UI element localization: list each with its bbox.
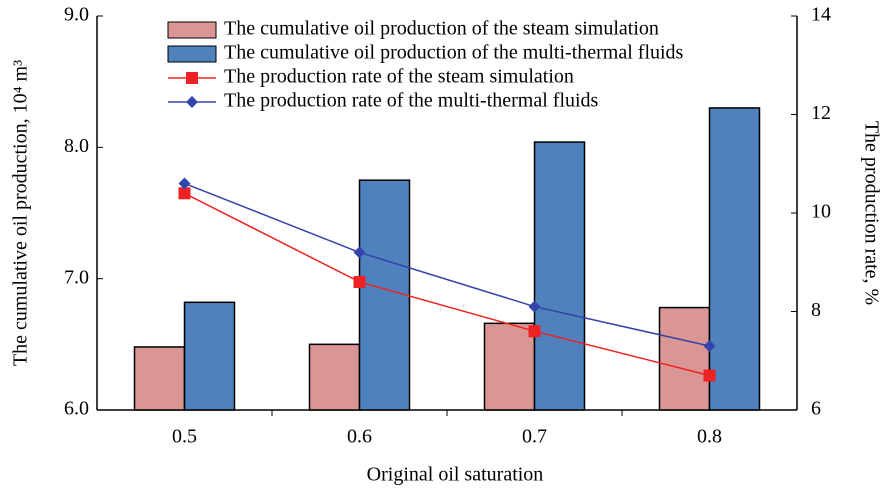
legend-label: The cumulative oil production of the mul… bbox=[224, 42, 684, 64]
y2-tick-label: 8 bbox=[811, 299, 821, 321]
marker bbox=[703, 339, 716, 352]
bar bbox=[658, 306, 711, 411]
x-tick-label: 0.5 bbox=[172, 426, 197, 448]
x-axis-label: Original oil saturation bbox=[367, 464, 544, 486]
legend-swatch bbox=[167, 21, 217, 39]
y2-tick-label: 6 bbox=[811, 398, 821, 420]
marker bbox=[178, 187, 191, 200]
bar bbox=[133, 346, 186, 411]
marker bbox=[528, 325, 541, 338]
x-tick-label: 0.7 bbox=[522, 426, 547, 448]
legend-swatch bbox=[167, 45, 217, 63]
legend-label: The production rate of the steam simulat… bbox=[224, 66, 574, 88]
y-tick-label: 8.0 bbox=[64, 135, 89, 157]
bar bbox=[183, 301, 236, 411]
bar bbox=[308, 343, 361, 411]
marker bbox=[528, 300, 541, 313]
y-tick-label: 9.0 bbox=[64, 4, 89, 26]
y-tick-label: 7.0 bbox=[64, 266, 89, 288]
y2-axis-label: The production rate, % bbox=[860, 121, 882, 305]
y2-tick-label: 10 bbox=[811, 201, 831, 223]
legend-label: The production rate of the multi-thermal… bbox=[224, 90, 599, 112]
marker bbox=[353, 275, 366, 288]
marker bbox=[178, 177, 191, 190]
marker bbox=[353, 246, 366, 259]
line bbox=[184, 192, 710, 377]
bar bbox=[483, 322, 536, 411]
y-axis-label: The cumulative oil production, 10⁴ m³ bbox=[10, 60, 32, 366]
y2-tick-label: 12 bbox=[811, 102, 831, 124]
marker bbox=[703, 369, 716, 382]
bar bbox=[533, 141, 586, 411]
x-tick-label: 0.8 bbox=[697, 426, 722, 448]
bar bbox=[358, 179, 411, 411]
y2-tick-label: 14 bbox=[811, 4, 831, 26]
legend-label: The cumulative oil production of the ste… bbox=[224, 18, 659, 40]
legend-marker bbox=[186, 96, 198, 108]
legend-marker bbox=[186, 72, 198, 84]
line bbox=[184, 182, 710, 347]
y-tick-label: 6.0 bbox=[64, 398, 89, 420]
bar bbox=[708, 107, 761, 411]
x-tick-label: 0.6 bbox=[347, 426, 372, 448]
